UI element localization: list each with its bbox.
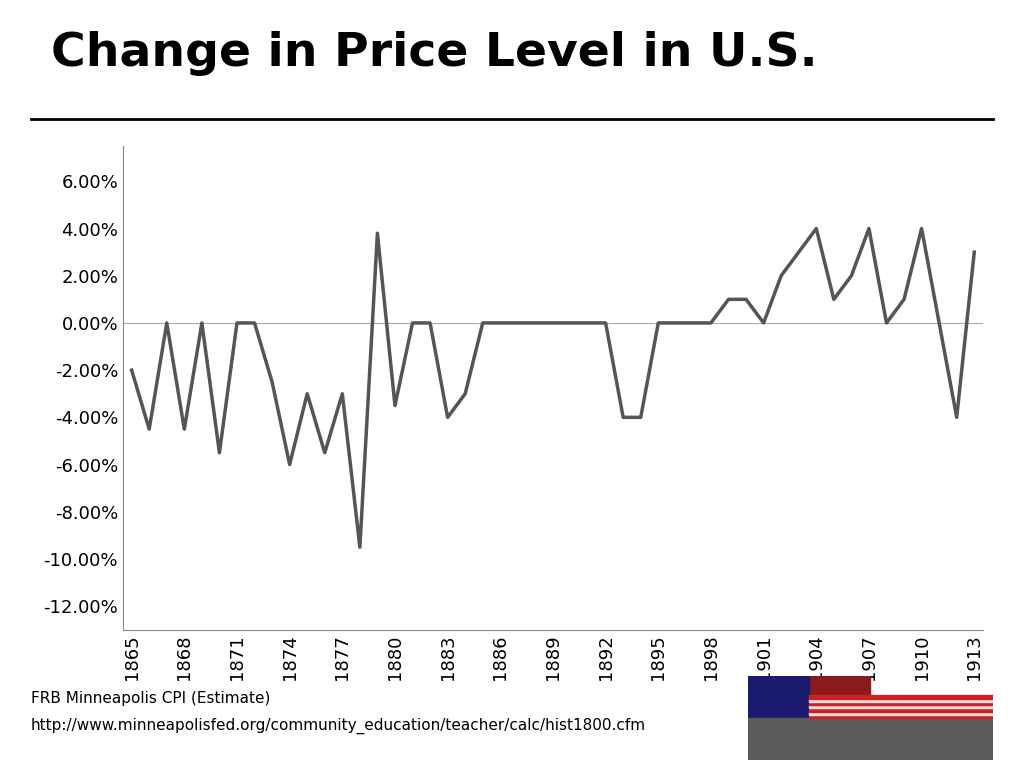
Text: FRB Minneapolis CPI (Estimate): FRB Minneapolis CPI (Estimate) <box>31 691 270 707</box>
Text: Change in Price Level in U.S.: Change in Price Level in U.S. <box>51 31 818 76</box>
Bar <box>809 708 993 712</box>
Bar <box>748 676 809 718</box>
Bar <box>809 712 993 715</box>
Bar <box>809 715 993 718</box>
Bar <box>809 702 993 705</box>
Bar <box>809 695 993 699</box>
Bar <box>809 705 993 708</box>
Bar <box>748 676 870 718</box>
Bar <box>809 699 993 702</box>
Text: http://www.minneapolisfed.org/community_education/teacher/calc/hist1800.cfm: http://www.minneapolisfed.org/community_… <box>31 718 646 734</box>
Bar <box>748 718 993 760</box>
